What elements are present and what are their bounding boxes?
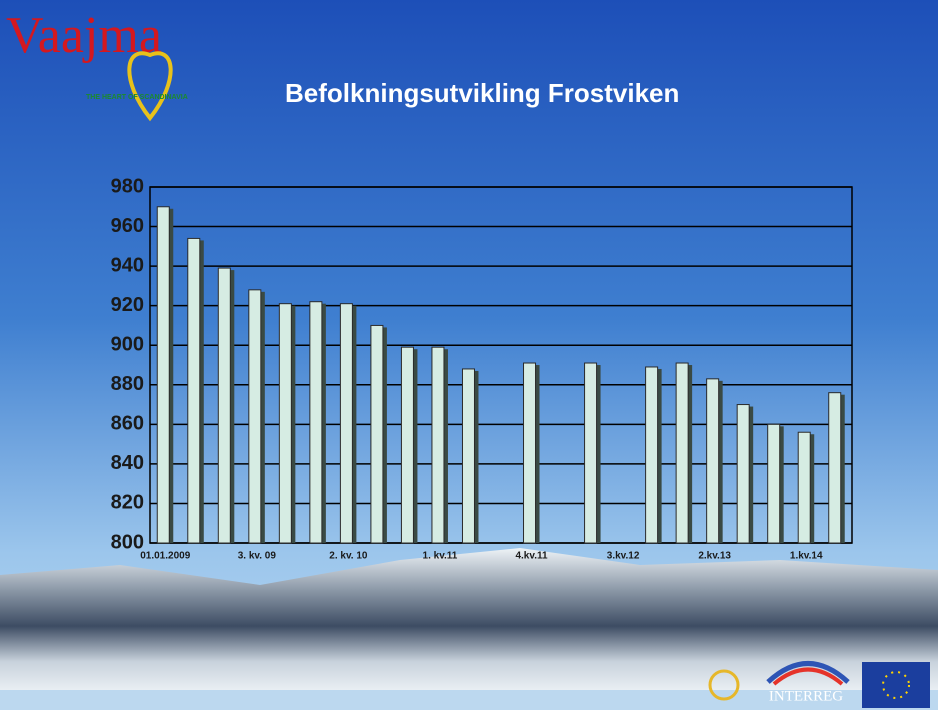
water — [0, 690, 938, 710]
bar — [309, 301, 323, 544]
bar-shadow — [688, 365, 693, 543]
bar-shadow — [443, 349, 448, 543]
bar — [523, 362, 537, 544]
bar — [645, 366, 659, 544]
x-tick-label: 3.kv.12 — [607, 551, 640, 562]
bar-shadow — [260, 291, 265, 543]
x-tick-label: 2. kv. 10 — [329, 551, 368, 562]
interreg-text: INTERREG — [769, 688, 843, 704]
y-tick-label: 840 — [111, 452, 144, 474]
bar — [400, 346, 414, 544]
bar — [828, 392, 842, 544]
bar-shadow — [169, 208, 174, 543]
logo-tagline: THE HEART OF SCANDINAVIA — [86, 94, 188, 101]
mountain-landscape — [0, 548, 938, 690]
x-tick-label: 01.01.2009 — [140, 551, 190, 562]
logo-circle — [708, 669, 740, 701]
bar-shadow — [230, 270, 235, 543]
bar-shadow — [596, 365, 601, 543]
bar-shadow — [321, 303, 326, 543]
chart-title: Befolkningsutvikling Frostviken — [285, 78, 679, 108]
y-tick-label: 960 — [111, 215, 144, 237]
bar — [767, 423, 781, 544]
bar — [461, 368, 475, 544]
bar-shadow — [382, 327, 387, 543]
bar — [675, 362, 689, 544]
chart: 800 820 840 860 880 900 920 940 960 980 01.01.2009… — [111, 175, 853, 562]
x-tick-label: 1.kv.14 — [790, 551, 823, 562]
y-tick-label: 800 — [111, 531, 144, 553]
x-tick-label: 2.kv.13 — [698, 551, 731, 562]
bar — [187, 237, 201, 544]
interreg-arc — [772, 667, 844, 686]
bar-shadow — [413, 349, 418, 543]
bar-shadow — [352, 305, 357, 543]
y-tick-label: 920 — [111, 294, 144, 316]
bar — [248, 289, 262, 544]
y-tick-label: 860 — [111, 413, 144, 435]
eu-flag — [862, 662, 930, 708]
bar — [736, 404, 750, 544]
bar — [706, 378, 720, 544]
bar — [584, 362, 598, 544]
bar — [156, 206, 170, 544]
eu-stars — [882, 671, 910, 699]
interreg-arc — [766, 661, 850, 684]
bar-shadow — [779, 426, 784, 543]
y-tick-label: 880 — [111, 373, 144, 395]
y-tick-label: 980 — [111, 175, 144, 197]
bar-shadow — [718, 380, 723, 543]
bar-shadow — [535, 365, 540, 543]
x-tick-label: 1. kv.11 — [423, 551, 458, 562]
footer-logos: INTERREG — [708, 661, 930, 708]
bar-shadow — [474, 370, 479, 543]
bar — [370, 324, 384, 544]
bar — [217, 267, 231, 544]
bar-shadow — [840, 394, 845, 543]
x-tick-label: 3. kv. 09 — [238, 551, 277, 562]
bar-shadow — [749, 406, 754, 543]
plot-border — [149, 186, 853, 544]
y-tick-label: 900 — [111, 334, 144, 356]
y-tick-label: 940 — [111, 254, 144, 276]
bar — [797, 431, 811, 544]
bar-shadow — [291, 305, 296, 543]
bar-shadow — [810, 434, 815, 543]
logo-heart — [127, 51, 173, 122]
bar-shadow — [199, 240, 204, 543]
bar-shadow — [657, 368, 662, 543]
bar — [431, 346, 445, 544]
y-tick-label: 820 — [111, 492, 144, 514]
x-tick-label: 4.kv.11 — [515, 551, 548, 562]
bar — [339, 303, 353, 544]
bar — [278, 303, 292, 544]
